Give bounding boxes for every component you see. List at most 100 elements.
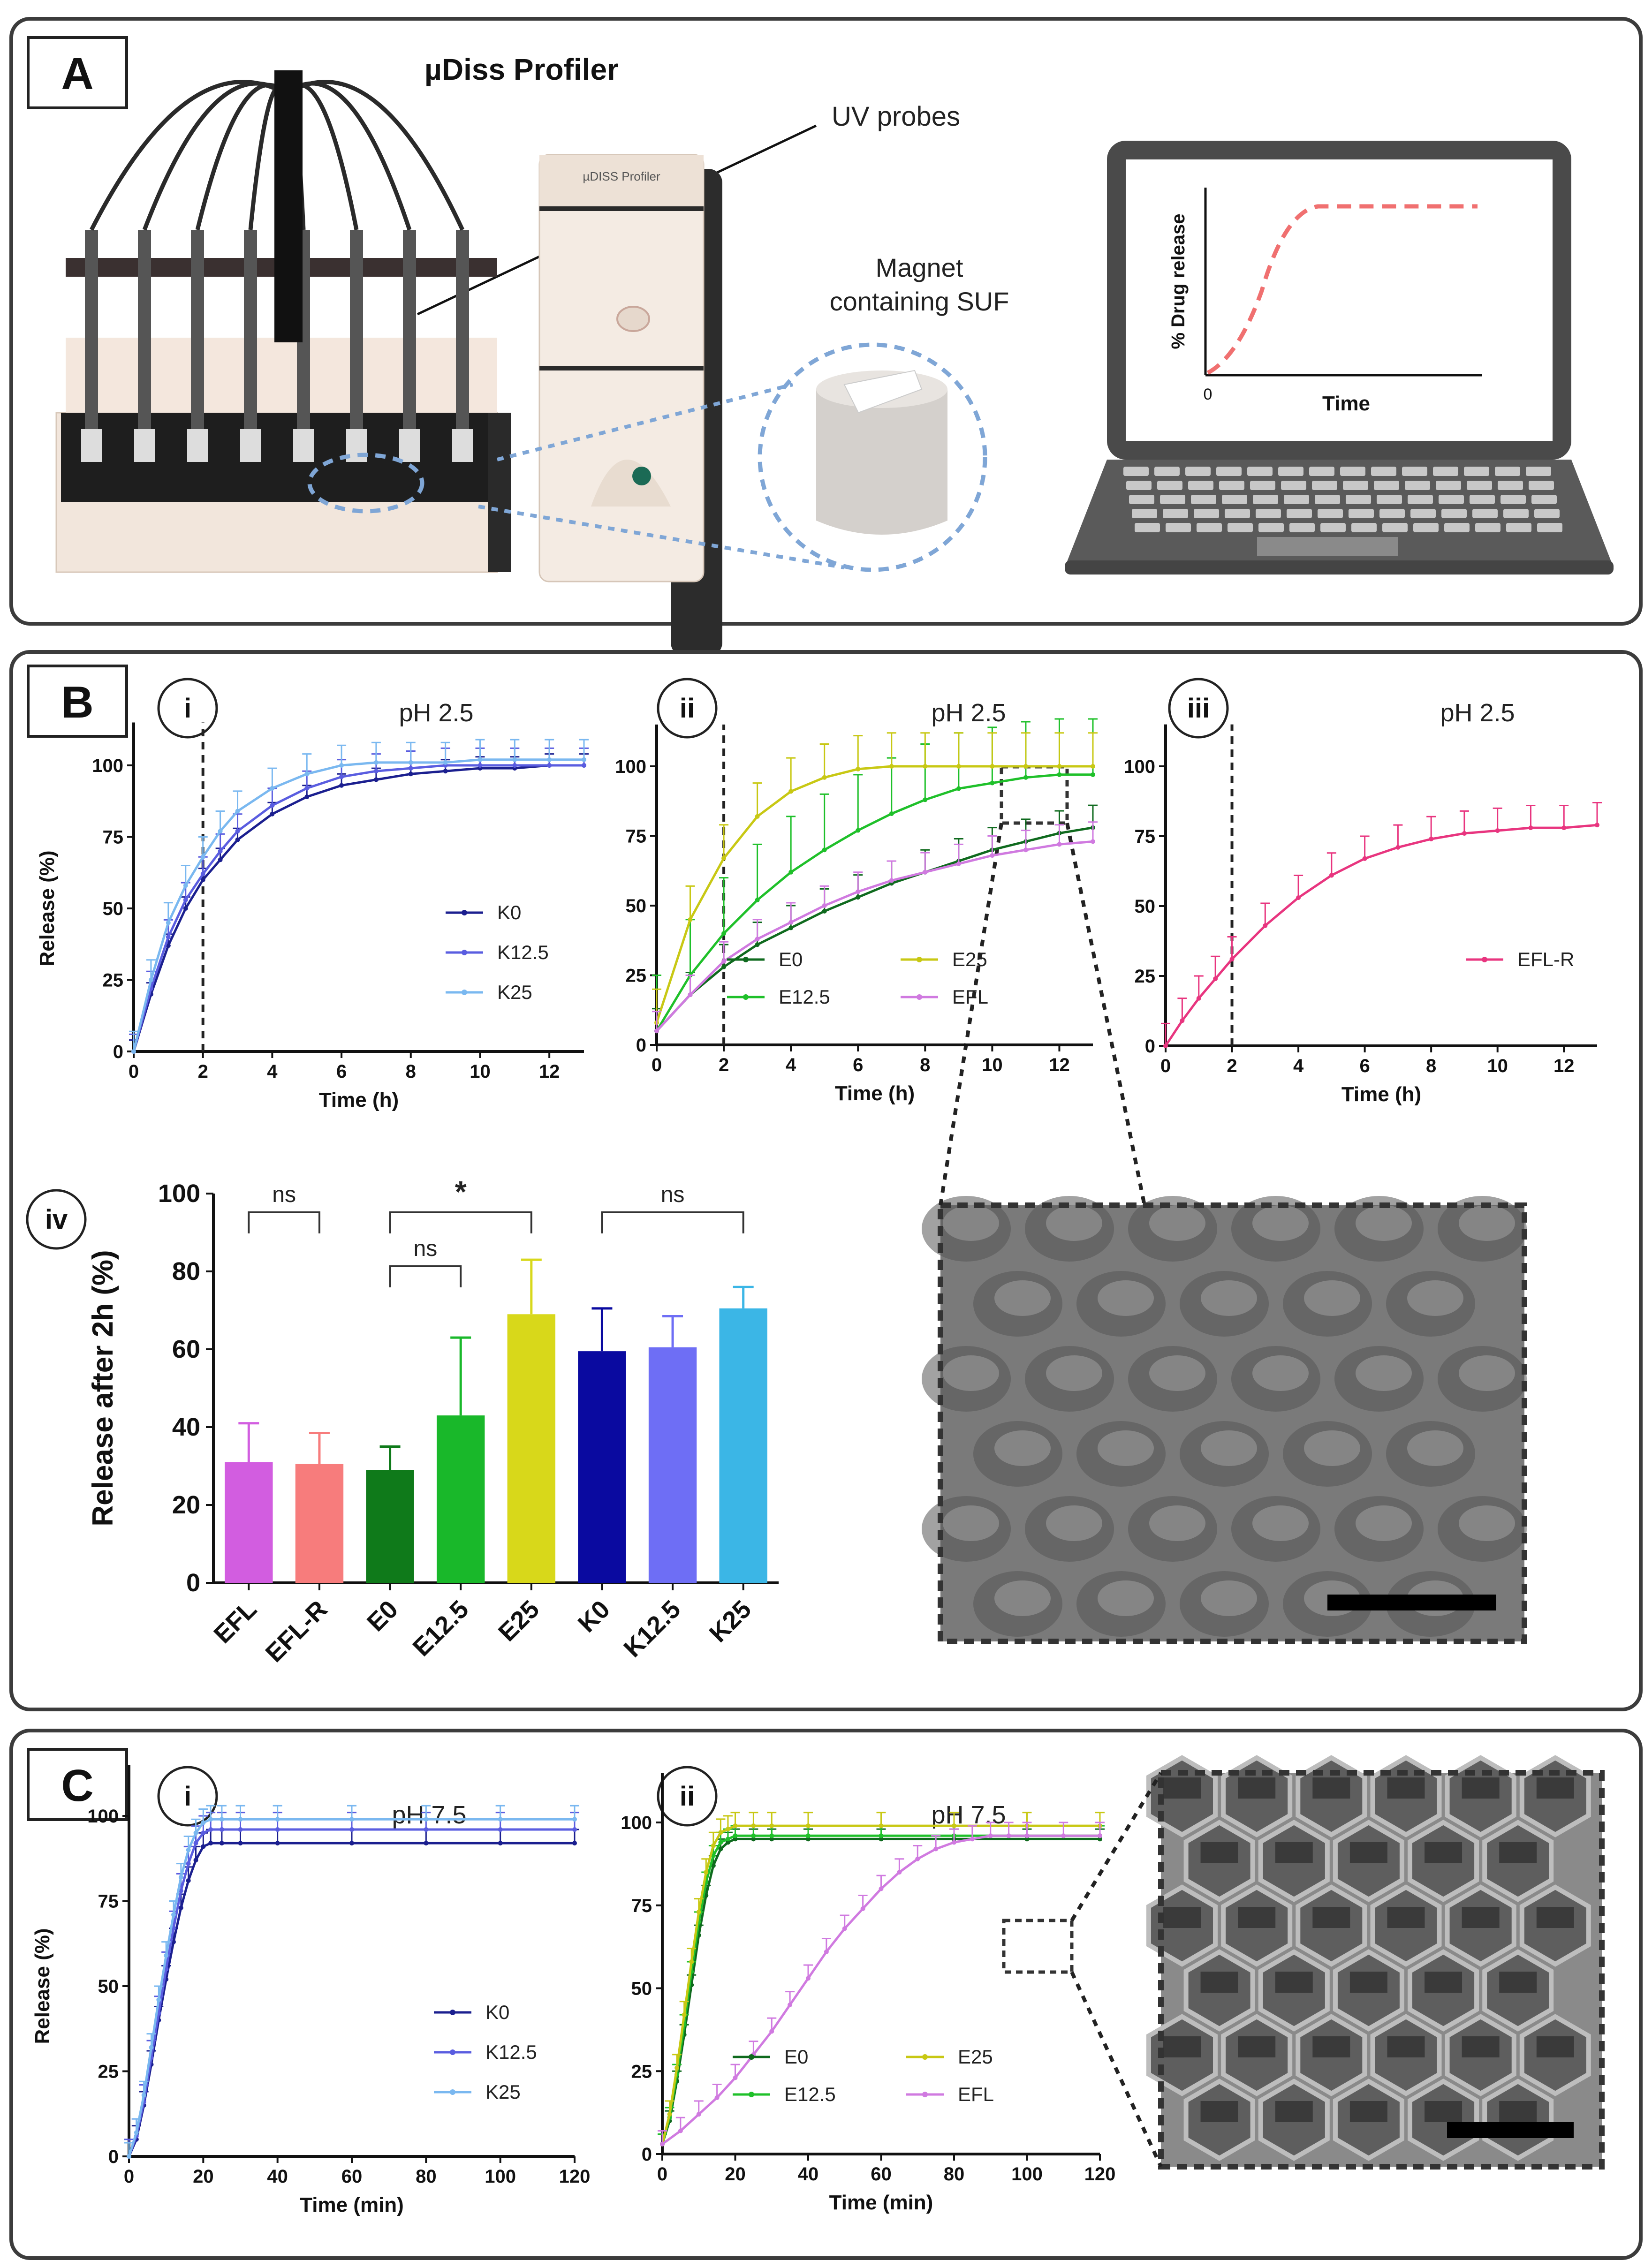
bar-EFL-R [295, 1464, 344, 1583]
chart-Cii: ii pH 7.5 0 25 50 75 100 0 20 40 60 80 100 120 Time (m… [621, 1766, 1115, 2214]
y-tick-label-Biv: 80 [172, 1257, 200, 1285]
y-tick-label-Biii: 75 [1135, 826, 1156, 847]
data-point [751, 1823, 756, 1829]
data-point [879, 1837, 884, 1842]
legend-label-E0: E0 [779, 948, 803, 970]
y-tick-label-Cii: 75 [631, 1896, 652, 1916]
data-point [1061, 1833, 1066, 1838]
data-point [270, 786, 275, 791]
x-tick-label-Bii: 8 [920, 1055, 930, 1075]
x-axis-label-Biii: Time (h) [1341, 1083, 1421, 1106]
data-point [373, 769, 379, 774]
data-point [193, 1830, 198, 1836]
data-point [889, 811, 894, 816]
data-point [512, 757, 517, 762]
data-point [512, 763, 517, 768]
legend-marker-E12.5 [743, 994, 749, 1000]
series-line-E0 [661, 1837, 1100, 2145]
chart-title-Cii: pH 7.5 [931, 1801, 1006, 1829]
roman-label-Bi: i [184, 693, 191, 724]
panel-b-letter: B [61, 677, 93, 727]
data-point [201, 1820, 206, 1825]
data-point [721, 856, 727, 861]
x-tick-label-Bi: 4 [267, 1061, 278, 1082]
data-point [183, 897, 188, 902]
panel-c-letter: C [61, 1761, 93, 1811]
data-point [788, 789, 794, 794]
data-point [725, 1840, 730, 1845]
sem-image-c-hexagonal [1146, 1755, 1605, 2170]
data-point [200, 871, 205, 877]
x-tick-label-Ci: 0 [124, 2166, 134, 2187]
roman-badge-Cii [657, 1766, 718, 1827]
chart-title-Biii: pH 2.5 [1440, 699, 1515, 727]
data-point [201, 1844, 206, 1849]
x-tick-label-Biii: 2 [1227, 1056, 1237, 1076]
series-line-E25 [661, 1824, 1100, 2145]
roman-label-Biii: iii [1187, 693, 1210, 724]
data-point [166, 920, 171, 925]
x-tick-label-Biii: 12 [1553, 1056, 1575, 1076]
legend-label-E0: E0 [784, 2046, 808, 2068]
data-point [572, 1817, 577, 1822]
legend-marker-EFL [922, 2092, 928, 2097]
bar-K25 [719, 1308, 767, 1583]
y-tick-label-Biv: 40 [172, 1413, 200, 1441]
x-tick-label-Bii: 4 [786, 1055, 796, 1075]
data-point [1057, 772, 1062, 777]
series-line-E12.5 [661, 1834, 1100, 2145]
x-tick-label-Cii: 0 [657, 2164, 667, 2185]
magnet-inset-illustration [478, 342, 987, 572]
data-point [733, 1837, 738, 1842]
data-point [349, 1817, 354, 1822]
data-point [178, 1888, 183, 1893]
data-point [304, 794, 310, 800]
data-point [806, 1976, 811, 1981]
y-tick-label-Biii: 100 [1124, 756, 1155, 777]
data-point [856, 895, 861, 900]
legend-marker-K0 [462, 910, 467, 915]
panel-a-letter: A [61, 49, 93, 99]
x-tick-label-Ci: 80 [416, 2166, 437, 2187]
data-point [856, 766, 861, 771]
roman-badge-Biii [1168, 678, 1229, 739]
data-point [149, 2045, 154, 2050]
data-point [1528, 825, 1533, 831]
panel-a-letter-box [27, 36, 128, 109]
x-tick-label-Cii: 100 [1011, 2164, 1043, 2185]
data-point [443, 760, 448, 765]
data-point [424, 1817, 429, 1822]
data-point [915, 1856, 920, 1861]
data-point [270, 803, 275, 808]
data-point [219, 1841, 224, 1846]
data-point [725, 1827, 730, 1832]
x-tick-label-Cii: 40 [798, 2164, 819, 2185]
data-point [696, 2112, 701, 2117]
significance-bracket [389, 1211, 532, 1233]
y-tick-label-Ci: 0 [108, 2147, 119, 2167]
x-tick-label-Biii: 6 [1359, 1056, 1370, 1076]
legend-label-E12.5: E12.5 [779, 986, 830, 1008]
data-point [477, 757, 483, 762]
data-point [988, 1833, 993, 1838]
data-point [572, 1841, 577, 1846]
y-tick-label-Ci: 100 [87, 1806, 119, 1827]
data-point [200, 877, 205, 882]
data-point [201, 1830, 206, 1836]
y-tick-label-Biii: 0 [1145, 1036, 1155, 1057]
significance-bracket [601, 1211, 744, 1233]
data-point [990, 764, 995, 769]
data-point [788, 869, 794, 875]
data-point [1263, 923, 1268, 928]
x-tick-label-Ci: 20 [193, 2166, 214, 2187]
uv-probes-label: UV probes [832, 101, 960, 132]
x-tick-label-Biii: 8 [1426, 1056, 1436, 1076]
data-point [751, 1837, 756, 1842]
data-point [408, 766, 413, 771]
data-point [200, 854, 205, 860]
data-point [1023, 775, 1028, 780]
series-line-EFL-R [1164, 824, 1598, 1047]
data-point [183, 883, 188, 888]
y-tick-label-Bii: 25 [626, 966, 647, 986]
